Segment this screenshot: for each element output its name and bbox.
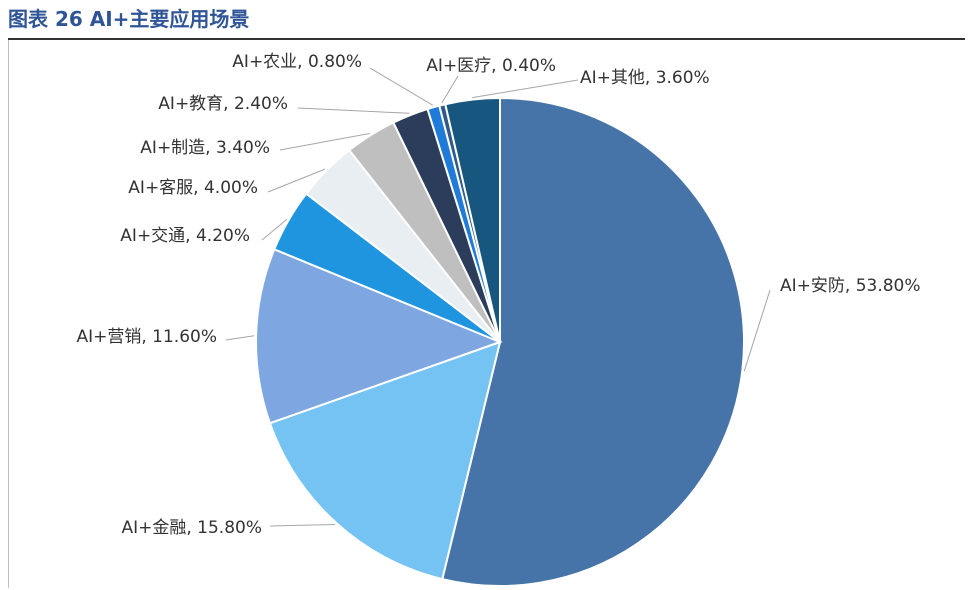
leader-line-3 — [261, 219, 288, 241]
leader-line-8 — [441, 75, 459, 104]
pie-slices — [255, 96, 745, 587]
frame-left-border — [8, 40, 9, 588]
pie-slice-2 — [255, 248, 503, 425]
slice-label-6: AI+教育, 2.40% — [158, 94, 288, 114]
slice-label-2: AI+营销, 11.60% — [76, 327, 217, 347]
slice-label-4: AI+客服, 4.00% — [128, 178, 258, 198]
pie-slice-9 — [444, 96, 501, 343]
leader-line-9 — [472, 79, 579, 99]
leader-line-5 — [279, 133, 370, 151]
leader-line-7 — [369, 67, 434, 106]
slice-label-9: AI+其他, 3.60% — [580, 68, 710, 88]
leader-line-1 — [269, 524, 336, 527]
title-divider — [8, 38, 965, 40]
slice-label-8: AI+医疗, 0.40% — [426, 56, 556, 76]
slice-label-3: AI+交通, 4.20% — [120, 226, 250, 246]
pie-slice-0 — [441, 96, 745, 587]
leader-line-4 — [267, 168, 326, 193]
slice-label-1: AI+金融, 15.80% — [121, 518, 262, 538]
pie-slice-1 — [268, 340, 502, 581]
leader-line-0 — [743, 289, 771, 372]
leader-line-2 — [225, 335, 255, 341]
leader-lines — [225, 67, 771, 527]
slice-label-5: AI+制造, 3.40% — [140, 138, 270, 158]
slice-label-0: AI+安防, 53.80% — [780, 276, 921, 296]
slice-labels: AI+安防, 53.80% AI+金融, 15.80% AI+营销, 11.60% A… — [76, 52, 920, 538]
slice-label-7: AI+农业, 0.80% — [232, 52, 362, 72]
leader-line-6 — [297, 107, 410, 114]
chart-title: 图表 26 AI+主要应用场景 — [8, 7, 250, 31]
